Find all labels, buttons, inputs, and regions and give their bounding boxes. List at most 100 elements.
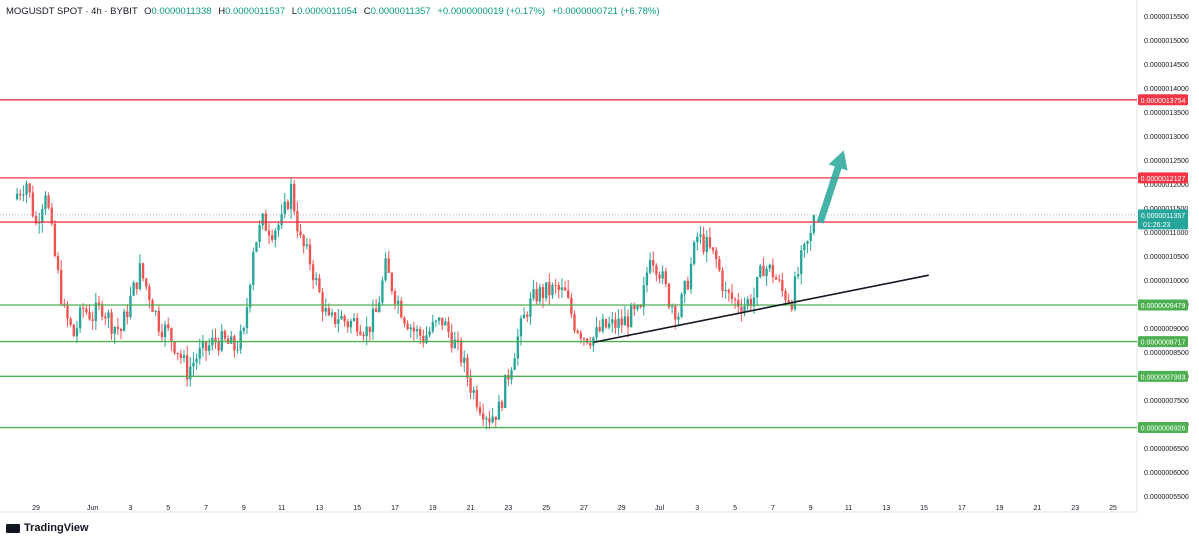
candle-body[interactable]	[611, 319, 614, 324]
candle-body[interactable]	[31, 192, 35, 217]
candle-body[interactable]	[409, 327, 412, 330]
candle-body[interactable]	[573, 314, 576, 331]
candle-body[interactable]	[236, 349, 239, 351]
candle-body[interactable]	[491, 416, 494, 423]
candle-body[interactable]	[475, 390, 479, 408]
candle-body[interactable]	[252, 251, 255, 285]
candle-body[interactable]	[800, 250, 803, 275]
candle-body[interactable]	[456, 339, 460, 341]
candle-body[interactable]	[163, 324, 167, 338]
candle-body[interactable]	[699, 234, 702, 237]
candle-body[interactable]	[459, 340, 463, 363]
candle-body[interactable]	[198, 348, 201, 359]
candle-body[interactable]	[582, 338, 586, 340]
candle-body[interactable]	[633, 305, 636, 310]
candle-body[interactable]	[730, 292, 734, 300]
candle-body[interactable]	[560, 287, 564, 290]
candle-body[interactable]	[696, 236, 699, 243]
candle-body[interactable]	[623, 316, 627, 326]
candle-body[interactable]	[113, 326, 116, 334]
candle-body[interactable]	[765, 268, 768, 277]
candle-body[interactable]	[267, 230, 271, 236]
candle-body[interactable]	[532, 289, 535, 299]
candle-body[interactable]	[419, 329, 422, 336]
candle-body[interactable]	[519, 318, 523, 337]
candle-body[interactable]	[692, 242, 696, 264]
candle-body[interactable]	[752, 297, 756, 307]
candle-body[interactable]	[812, 214, 816, 233]
candle-body[interactable]	[809, 232, 812, 242]
candle-body[interactable]	[91, 319, 94, 321]
candle-body[interactable]	[123, 311, 126, 332]
candle-body[interactable]	[302, 235, 305, 247]
candle-body[interactable]	[526, 314, 529, 317]
candle-body[interactable]	[94, 302, 98, 321]
candle-body[interactable]	[504, 374, 507, 409]
candle-body[interactable]	[384, 258, 387, 281]
candle-body[interactable]	[494, 416, 497, 420]
candle-body[interactable]	[160, 331, 164, 338]
candle-body[interactable]	[686, 280, 690, 290]
candle-body[interactable]	[75, 328, 79, 337]
candle-body[interactable]	[286, 201, 290, 209]
candle-body[interactable]	[318, 277, 321, 293]
candle-body[interactable]	[415, 329, 419, 332]
candle-body[interactable]	[595, 327, 598, 338]
candle-body[interactable]	[135, 282, 138, 290]
candle-body[interactable]	[749, 298, 753, 307]
candle-body[interactable]	[340, 315, 343, 320]
candle-body[interactable]	[248, 284, 252, 308]
candle-body[interactable]	[69, 318, 72, 325]
candle-body[interactable]	[356, 318, 359, 332]
candle-body[interactable]	[352, 318, 356, 321]
candle-body[interactable]	[56, 255, 60, 270]
candle-body[interactable]	[642, 285, 645, 308]
candle-body[interactable]	[715, 250, 718, 260]
candle-body[interactable]	[274, 230, 277, 240]
candle-body[interactable]	[189, 366, 192, 380]
candle-body[interactable]	[255, 242, 258, 252]
candle-body[interactable]	[617, 318, 620, 328]
candle-body[interactable]	[478, 407, 482, 414]
candle-body[interactable]	[784, 291, 787, 301]
candle-body[interactable]	[299, 231, 302, 236]
candle-body[interactable]	[78, 307, 82, 329]
candle-body[interactable]	[104, 316, 107, 319]
candle-body[interactable]	[705, 237, 708, 252]
candle-body[interactable]	[182, 355, 186, 359]
candle-body[interactable]	[280, 214, 283, 225]
candle-body[interactable]	[482, 413, 485, 420]
candle-body[interactable]	[173, 341, 176, 354]
candle-body[interactable]	[563, 287, 567, 291]
candle-body[interactable]	[403, 317, 406, 324]
candle-body[interactable]	[771, 264, 775, 278]
candle-body[interactable]	[296, 211, 299, 232]
candle-body[interactable]	[138, 263, 142, 290]
candle-body[interactable]	[661, 271, 664, 279]
candle-body[interactable]	[145, 278, 148, 287]
candle-body[interactable]	[768, 264, 771, 269]
candle-body[interactable]	[220, 331, 223, 351]
candle-body[interactable]	[689, 263, 693, 290]
candle-body[interactable]	[803, 243, 806, 251]
candle-body[interactable]	[793, 276, 797, 310]
candle-body[interactable]	[453, 339, 457, 349]
candle-body[interactable]	[97, 302, 101, 305]
candle-body[interactable]	[652, 259, 655, 266]
candle-body[interactable]	[66, 305, 69, 319]
candle-body[interactable]	[110, 312, 113, 334]
candle-body[interactable]	[100, 304, 104, 317]
candle-body[interactable]	[359, 331, 362, 335]
candle-body[interactable]	[740, 306, 743, 312]
candle-body[interactable]	[727, 289, 730, 293]
candle-body[interactable]	[19, 193, 22, 196]
candle-body[interactable]	[538, 287, 542, 302]
candle-body[interactable]	[450, 332, 453, 349]
ascending-trendline[interactable]	[593, 274, 929, 344]
candle-body[interactable]	[544, 282, 548, 299]
candle-body[interactable]	[82, 307, 85, 309]
candle-body[interactable]	[362, 334, 365, 337]
candle-body[interactable]	[522, 314, 526, 319]
candle-body[interactable]	[554, 284, 557, 286]
